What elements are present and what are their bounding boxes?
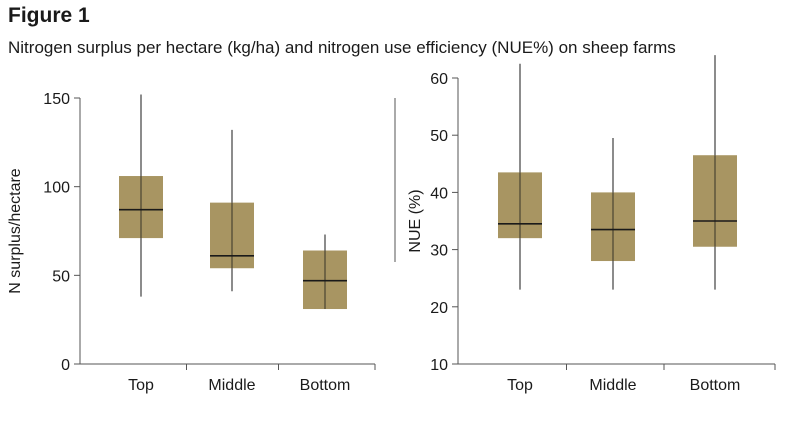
nsurplus-x-tick-label: Bottom [300, 377, 351, 394]
nue-x-tick-label: Bottom [690, 377, 741, 394]
nsurplus-y-tick-label: 150 [43, 91, 70, 108]
nsurplus-x-tick-label: Middle [208, 377, 255, 394]
nsurplus-y-label: N surplus/hectare [7, 168, 24, 293]
nsurplus-x-tick-label: Top [128, 377, 154, 394]
nsurplus-y-tick-label: 100 [43, 180, 70, 197]
nue-x-tick-label: Top [507, 377, 533, 394]
nue-y-tick-label: 10 [430, 357, 448, 374]
nue-y-label: NUE (%) [407, 189, 424, 252]
nsurplus-y-tick-label: 50 [52, 268, 70, 285]
figure-title: Figure 1 [8, 4, 90, 27]
nue-y-tick-label: 20 [430, 300, 448, 317]
nue-y-tick-label: 40 [430, 185, 448, 202]
nue-y-tick-label: 50 [430, 128, 448, 145]
nue-y-tick-label: 30 [430, 243, 448, 260]
nue-x-tick-label: Middle [589, 377, 636, 394]
nsurplus-y-tick-label: 0 [61, 357, 70, 374]
figure-subtitle: Nitrogen surplus per hectare (kg/ha) and… [8, 38, 676, 57]
nue-y-tick-label: 60 [430, 71, 448, 88]
